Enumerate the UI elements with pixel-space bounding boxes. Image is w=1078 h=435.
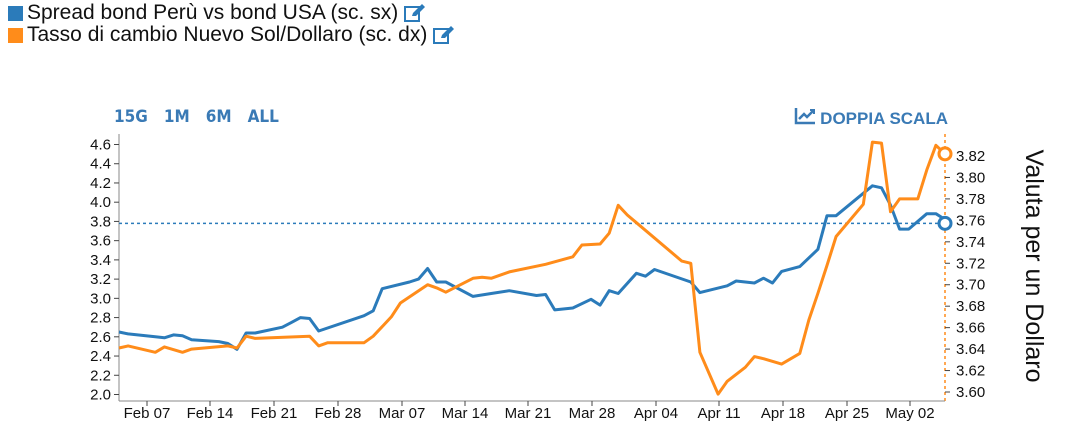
range-button-15g[interactable]: 15G <box>114 107 148 127</box>
x-tick-label: Feb 14 <box>187 405 234 422</box>
x-axis: Feb 07 Feb 14 Feb 21 Feb 28 Mar 07 Mar 14 Mar … <box>119 400 945 422</box>
left-tick-label: 3.6 <box>90 233 111 250</box>
legend-item-spread[interactable]: Spread bond Perù vs bond USA (sc. sx) <box>8 1 455 24</box>
x-tick-label: Feb 28 <box>315 405 362 422</box>
right-tick-label: 3.66 <box>956 320 985 337</box>
x-tick-label: Apr 25 <box>825 405 869 422</box>
right-tick-label: 3.68 <box>956 298 985 315</box>
plot-area <box>118 140 953 396</box>
x-tick-label: May 02 <box>885 405 934 422</box>
right-tick-label: 3.76 <box>956 212 985 229</box>
legend-item-fx[interactable]: Tasso di cambio Nuevo Sol/Dollaro (sc. d… <box>8 23 455 46</box>
legend-label-spread: Spread bond Perù vs bond USA (sc. sx) <box>27 1 399 24</box>
series-end-marker-fx <box>937 146 953 162</box>
left-tick-label: 3.8 <box>90 213 111 230</box>
left-tick-label: 4.4 <box>90 156 111 173</box>
legend-swatch-fx <box>8 27 23 43</box>
dual-scale-button[interactable]: DOPPIA SCALA <box>794 107 948 130</box>
left-tick-label: 3.0 <box>90 290 111 307</box>
left-tick-label: 2.0 <box>90 387 111 404</box>
range-button-6m[interactable]: 6M <box>205 107 232 127</box>
series-line-spread <box>118 184 947 351</box>
right-tick-label: 3.70 <box>956 277 985 294</box>
series-end-marker-spread <box>937 215 953 231</box>
left-tick-label: 2.2 <box>90 367 111 384</box>
left-tick-label: 4.6 <box>90 137 111 154</box>
left-tick-label: 4.0 <box>90 194 111 211</box>
left-tick-label: 2.6 <box>90 329 111 346</box>
range-button-all[interactable]: ALL <box>247 107 279 127</box>
right-tick-label: 3.74 <box>956 234 985 251</box>
left-tick-label: 2.4 <box>90 348 111 365</box>
right-tick-label: 3.78 <box>956 191 985 208</box>
legend: Spread bond Perù vs bond USA (sc. sx) Ta… <box>8 1 455 46</box>
x-tick-label: Mar 21 <box>505 405 552 422</box>
edit-icon[interactable] <box>404 3 426 23</box>
right-tick-label: 3.62 <box>956 363 985 380</box>
left-tick-label: 4.2 <box>90 175 111 192</box>
right-tick-label: 3.64 <box>956 341 985 358</box>
right-tick-label: 3.60 <box>956 384 985 401</box>
x-tick-label: Feb 21 <box>251 405 298 422</box>
left-tick-label: 3.4 <box>90 252 111 269</box>
legend-swatch-spread <box>8 5 23 21</box>
left-tick-label: 3.2 <box>90 271 111 288</box>
right-tick-label: 3.82 <box>956 148 985 165</box>
x-tick-label: Apr 18 <box>761 405 805 422</box>
range-button-1m[interactable]: 1M <box>163 107 190 127</box>
x-tick-label: Mar 07 <box>379 405 426 422</box>
x-tick-label: Apr 04 <box>634 405 678 422</box>
right-tick-label: 3.80 <box>956 169 985 186</box>
line-chart-icon <box>794 107 816 130</box>
legend-label-fx: Tasso di cambio Nuevo Sol/Dollaro (sc. d… <box>27 23 428 46</box>
x-tick-label: Mar 14 <box>442 405 489 422</box>
left-tick-label: 2.8 <box>90 310 111 327</box>
right-tick-label: 3.72 <box>956 255 985 272</box>
dual-scale-label: DOPPIA SCALA <box>820 108 948 128</box>
right-axis-title: Valuta per un Dollaro <box>1020 149 1048 382</box>
edit-icon[interactable] <box>433 25 455 45</box>
left-axis: 2.0 2.2 2.4 2.6 2.8 3.0 3.2 3.4 3.6 3.8 4.0 4.2 4.4 4… <box>90 134 120 404</box>
range-selector: 15G 1M 6M ALL <box>114 107 279 127</box>
x-tick-label: Feb 07 <box>124 405 171 422</box>
x-tick-label: Mar 28 <box>569 405 616 422</box>
series-line-fx <box>118 140 947 396</box>
right-axis: 3.60 3.62 3.64 3.66 3.68 3.70 3.72 3.74 3.76 3.78… <box>944 134 985 401</box>
x-tick-label: Apr 11 <box>697 405 740 422</box>
